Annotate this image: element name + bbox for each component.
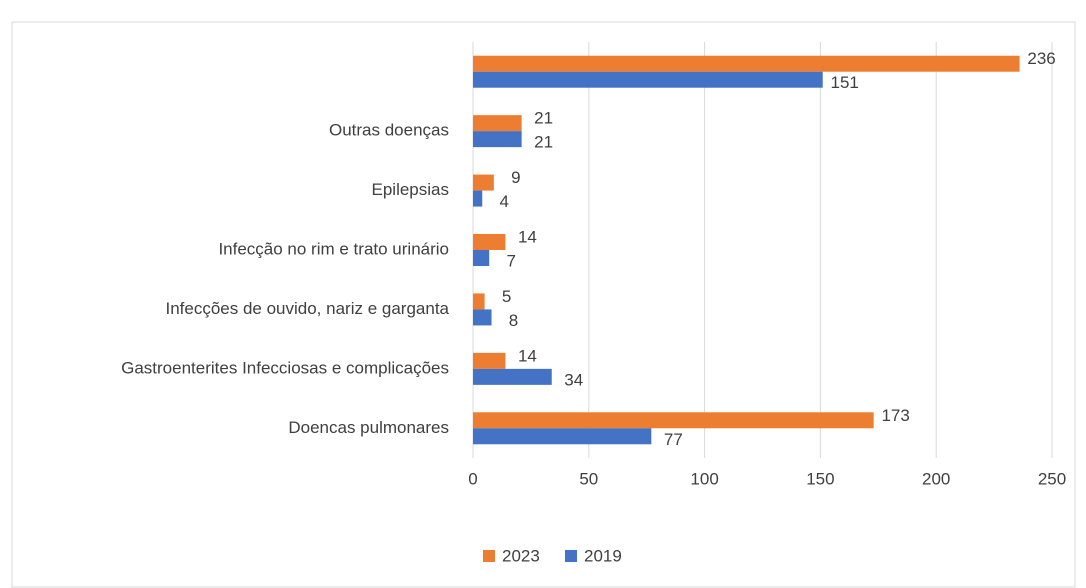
bar	[473, 309, 492, 326]
data-label: 21	[534, 109, 553, 128]
x-tick-label: 0	[468, 469, 477, 488]
x-tick-label: 50	[579, 469, 598, 488]
y-tick-label: Outras doenças	[329, 121, 449, 140]
bar	[473, 115, 522, 132]
bar	[473, 190, 483, 207]
data-label: 21	[534, 133, 553, 152]
data-label: 77	[664, 430, 683, 449]
bar	[473, 55, 1020, 72]
bar	[473, 368, 552, 385]
bar	[473, 412, 874, 429]
y-tick-label: Infecção no rim e trato urinário	[218, 239, 449, 258]
bar	[473, 174, 494, 191]
bar	[473, 352, 506, 369]
x-tick-label: 200	[922, 469, 950, 488]
data-label: 5	[502, 287, 511, 306]
data-label: 7	[506, 251, 515, 270]
data-label: 173	[881, 406, 909, 425]
legend-swatch	[483, 550, 495, 562]
x-tick-label: 150	[806, 469, 834, 488]
data-label: 14	[518, 227, 537, 246]
bar	[473, 250, 490, 266]
y-tick-label: Gastroenterites Infecciosas e complicaçõ…	[121, 358, 449, 377]
data-label: 34	[564, 370, 583, 389]
legend-label: 2019	[584, 546, 622, 565]
data-label: 151	[831, 73, 859, 92]
bar	[473, 293, 485, 310]
data-label: 14	[518, 346, 537, 365]
bar	[473, 234, 506, 250]
bar	[473, 131, 522, 148]
y-tick-label: Doencas pulmonares	[288, 418, 449, 437]
legend-label: 2023	[502, 546, 540, 565]
data-label: 236	[1027, 49, 1055, 68]
legend-swatch	[565, 550, 577, 562]
chart-border	[11, 21, 1076, 588]
data-label: 9	[511, 168, 520, 187]
x-tick-label: 100	[690, 469, 718, 488]
data-label: 8	[509, 311, 518, 330]
y-tick-label: Infecções de ouvido, nariz e garganta	[165, 299, 449, 318]
data-label: 4	[500, 192, 509, 211]
y-tick-label: Epilepsias	[372, 180, 450, 199]
bar	[473, 71, 823, 88]
x-tick-label: 250	[1038, 469, 1066, 488]
bar	[473, 428, 652, 445]
